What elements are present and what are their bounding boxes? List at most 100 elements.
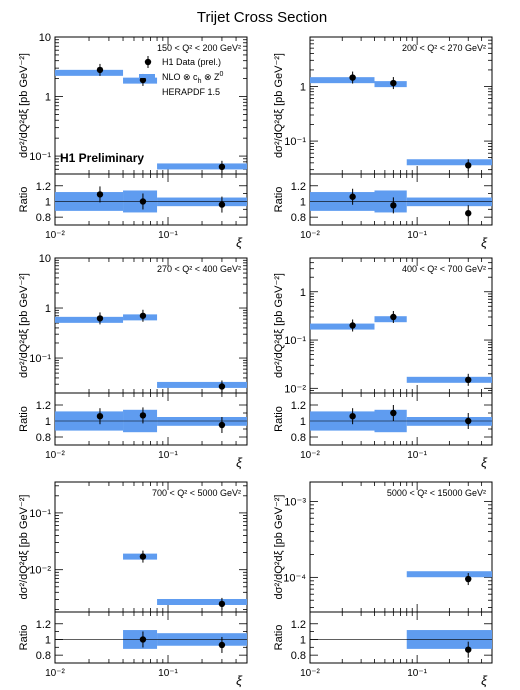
ratio-point [349, 193, 356, 200]
ratio-point [465, 210, 472, 217]
data-point [218, 600, 226, 608]
data-point [139, 76, 147, 84]
ratio-y-axis-label: Ratio [18, 406, 30, 432]
preliminary-label: H1 Preliminary [60, 151, 144, 165]
nlo-band [157, 381, 247, 388]
x-axis-label: ξ [481, 673, 488, 688]
ratio-point [349, 413, 356, 420]
legend-nlo-label: NLO ⊗ ch ⊗ Z0 [162, 71, 224, 85]
x-axis-label: ξ [481, 455, 488, 470]
q2-range-label: 700 < Q² < 5000 GeV² [152, 488, 241, 498]
nlo-band [374, 316, 407, 323]
data-point [465, 575, 472, 583]
x-tick-label: 10⁻¹ [158, 450, 178, 461]
ratio-band [406, 197, 492, 207]
nlo-band [310, 77, 375, 84]
nlo-band [157, 163, 247, 170]
x-axis-label: ξ [236, 455, 243, 470]
y-tick-label: 10⁻² [29, 565, 51, 577]
data-point [139, 312, 147, 319]
x-tick-label: 10⁻¹ [158, 668, 178, 679]
ratio-point [465, 646, 472, 653]
q2-range-label: 5000 < Q² < 15000 GeV² [387, 488, 486, 498]
figure-title: Trijet Cross Section [197, 9, 327, 26]
main-plot-frame [309, 36, 493, 175]
ratio-point [96, 413, 104, 420]
data-point [139, 553, 147, 560]
q2-range-label: 400 < Q² < 700 GeV² [402, 264, 486, 274]
y-tick-label: 1 [45, 92, 51, 104]
y-tick-label: 10⁻⁴ [283, 572, 306, 584]
ratio-point [218, 201, 226, 208]
y-tick-label: 10 [39, 253, 51, 265]
x-tick-label: 10⁻¹ [407, 230, 427, 241]
ratio-point [96, 191, 104, 198]
chart-panel-6: 10⁻⁴ 10⁻³ 10⁻² 10⁻¹ ξ 0.8 1 1.2 dσ²/dQ²dξ [pb Ge… [273, 481, 493, 688]
legend: H1 Data (prel.) NLO ⊗ ch ⊗ Z0 HERAPDF 1.5 [139, 56, 224, 97]
ratio-y-tick-label: 0.8 [291, 650, 306, 662]
x-tick-label: 10⁻¹ [158, 230, 178, 241]
chart-panel-1: 10⁻¹ 1 10 10⁻² 10⁻¹ ξ 0.8 1 1.2 dσ²/dQ²dξ [pb GeV… [18, 32, 248, 250]
x-tick-label: 10⁻² [45, 450, 65, 461]
data-point [390, 313, 397, 321]
x-axis-label: ξ [236, 235, 243, 250]
x-tick-label: 10⁻¹ [407, 450, 427, 461]
nlo-band [55, 316, 124, 323]
ratio-point [139, 412, 147, 419]
data-point [96, 66, 104, 74]
ratio-y-tick-label: 0.8 [36, 650, 51, 662]
ratio-y-tick-label: 1 [300, 416, 306, 428]
legend-data-label: H1 Data (prel.) [162, 57, 221, 67]
y-tick-label: 10⁻¹ [29, 508, 51, 520]
y-tick-label: 10⁻¹ [29, 353, 51, 365]
main-plot-frame [54, 481, 248, 613]
data-point [465, 162, 472, 169]
ratio-y-tick-label: 0.8 [36, 432, 51, 444]
x-tick-label: 10⁻² [300, 668, 320, 679]
nlo-band [406, 376, 492, 383]
chart-panel-5: 10⁻² 10⁻¹ 10⁻² 10⁻¹ ξ 0.8 1 1.2 dσ²/dQ²dξ [pb Ge… [18, 481, 248, 688]
nlo-band [55, 69, 124, 76]
legend-nlo-swatch [139, 74, 155, 78]
y-tick-label: 1 [45, 303, 51, 315]
ratio-band [157, 197, 247, 207]
ratio-y-tick-label: 1 [300, 196, 306, 208]
ratio-y-tick-label: 1.2 [36, 181, 51, 193]
nlo-band [406, 159, 492, 166]
y-axis-label: dσ²/dQ²dξ [pb GeV⁻²] [18, 53, 30, 158]
chart-panel-3: 10⁻¹ 1 10 10⁻² 10⁻¹ ξ 0.8 1 1.2 dσ²/dQ²dξ [pb GeV… [18, 253, 248, 470]
ratio-y-tick-label: 1 [45, 634, 51, 646]
ratio-y-tick-label: 1 [45, 196, 51, 208]
main-plot-frame [54, 257, 248, 394]
ratio-y-tick-label: 1 [300, 634, 306, 646]
y-tick-label: 1 [300, 287, 306, 299]
y-tick-label: 10 [39, 32, 51, 44]
ratio-point [218, 421, 226, 429]
ratio-y-tick-label: 0.8 [36, 212, 51, 224]
ratio-y-tick-label: 0.8 [291, 432, 306, 444]
y-axis-label: dσ²/dQ²dξ [pb GeV⁻²] [18, 273, 30, 378]
ratio-point [465, 417, 472, 425]
legend-pdf-label: HERAPDF 1.5 [162, 87, 220, 97]
nlo-band [406, 571, 492, 578]
ratio-point [139, 636, 147, 643]
y-tick-label: 10⁻³ [284, 496, 306, 508]
ratio-band [406, 417, 492, 426]
y-tick-label: 10⁻¹ [284, 136, 306, 148]
ratio-y-tick-label: 1.2 [291, 619, 306, 631]
ratio-point [390, 202, 397, 209]
ratio-y-axis-label: Ratio [273, 406, 285, 432]
ratio-band [157, 417, 247, 426]
y-axis-label: dσ²/dQ²dξ [pb GeV⁻²] [273, 273, 285, 378]
ratio-y-axis-label: Ratio [18, 625, 30, 651]
y-axis-label: dσ²/dQ²dξ [pb GeV⁻²] [273, 495, 285, 600]
y-tick-label: 10⁻² [284, 383, 306, 395]
data-point [465, 376, 472, 384]
data-point [218, 383, 226, 390]
nlo-band [123, 314, 158, 321]
x-axis-label: ξ [481, 235, 488, 250]
ratio-y-axis-label: Ratio [18, 187, 30, 213]
chart-panel-4: 10⁻² 10⁻¹ 1 10⁻² 10⁻¹ ξ 0.8 1 1.2 dσ²/dQ²dξ [pb G… [273, 257, 493, 470]
main-plot-frame [309, 481, 493, 613]
